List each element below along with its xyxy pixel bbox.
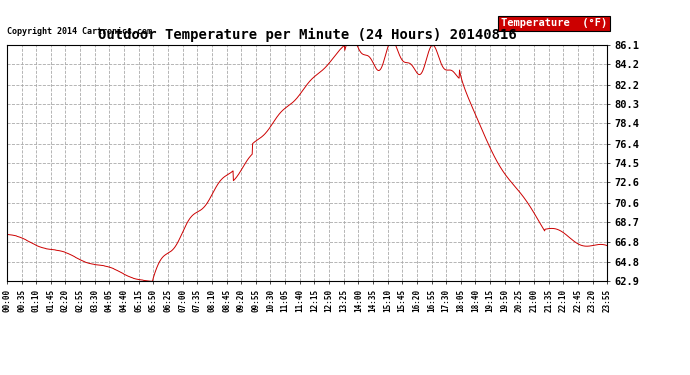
Title: Outdoor Temperature per Minute (24 Hours) 20140816: Outdoor Temperature per Minute (24 Hours…: [98, 28, 516, 42]
Text: Copyright 2014 Cartronics.com: Copyright 2014 Cartronics.com: [7, 27, 152, 36]
Text: Temperature  (°F): Temperature (°F): [501, 18, 607, 28]
